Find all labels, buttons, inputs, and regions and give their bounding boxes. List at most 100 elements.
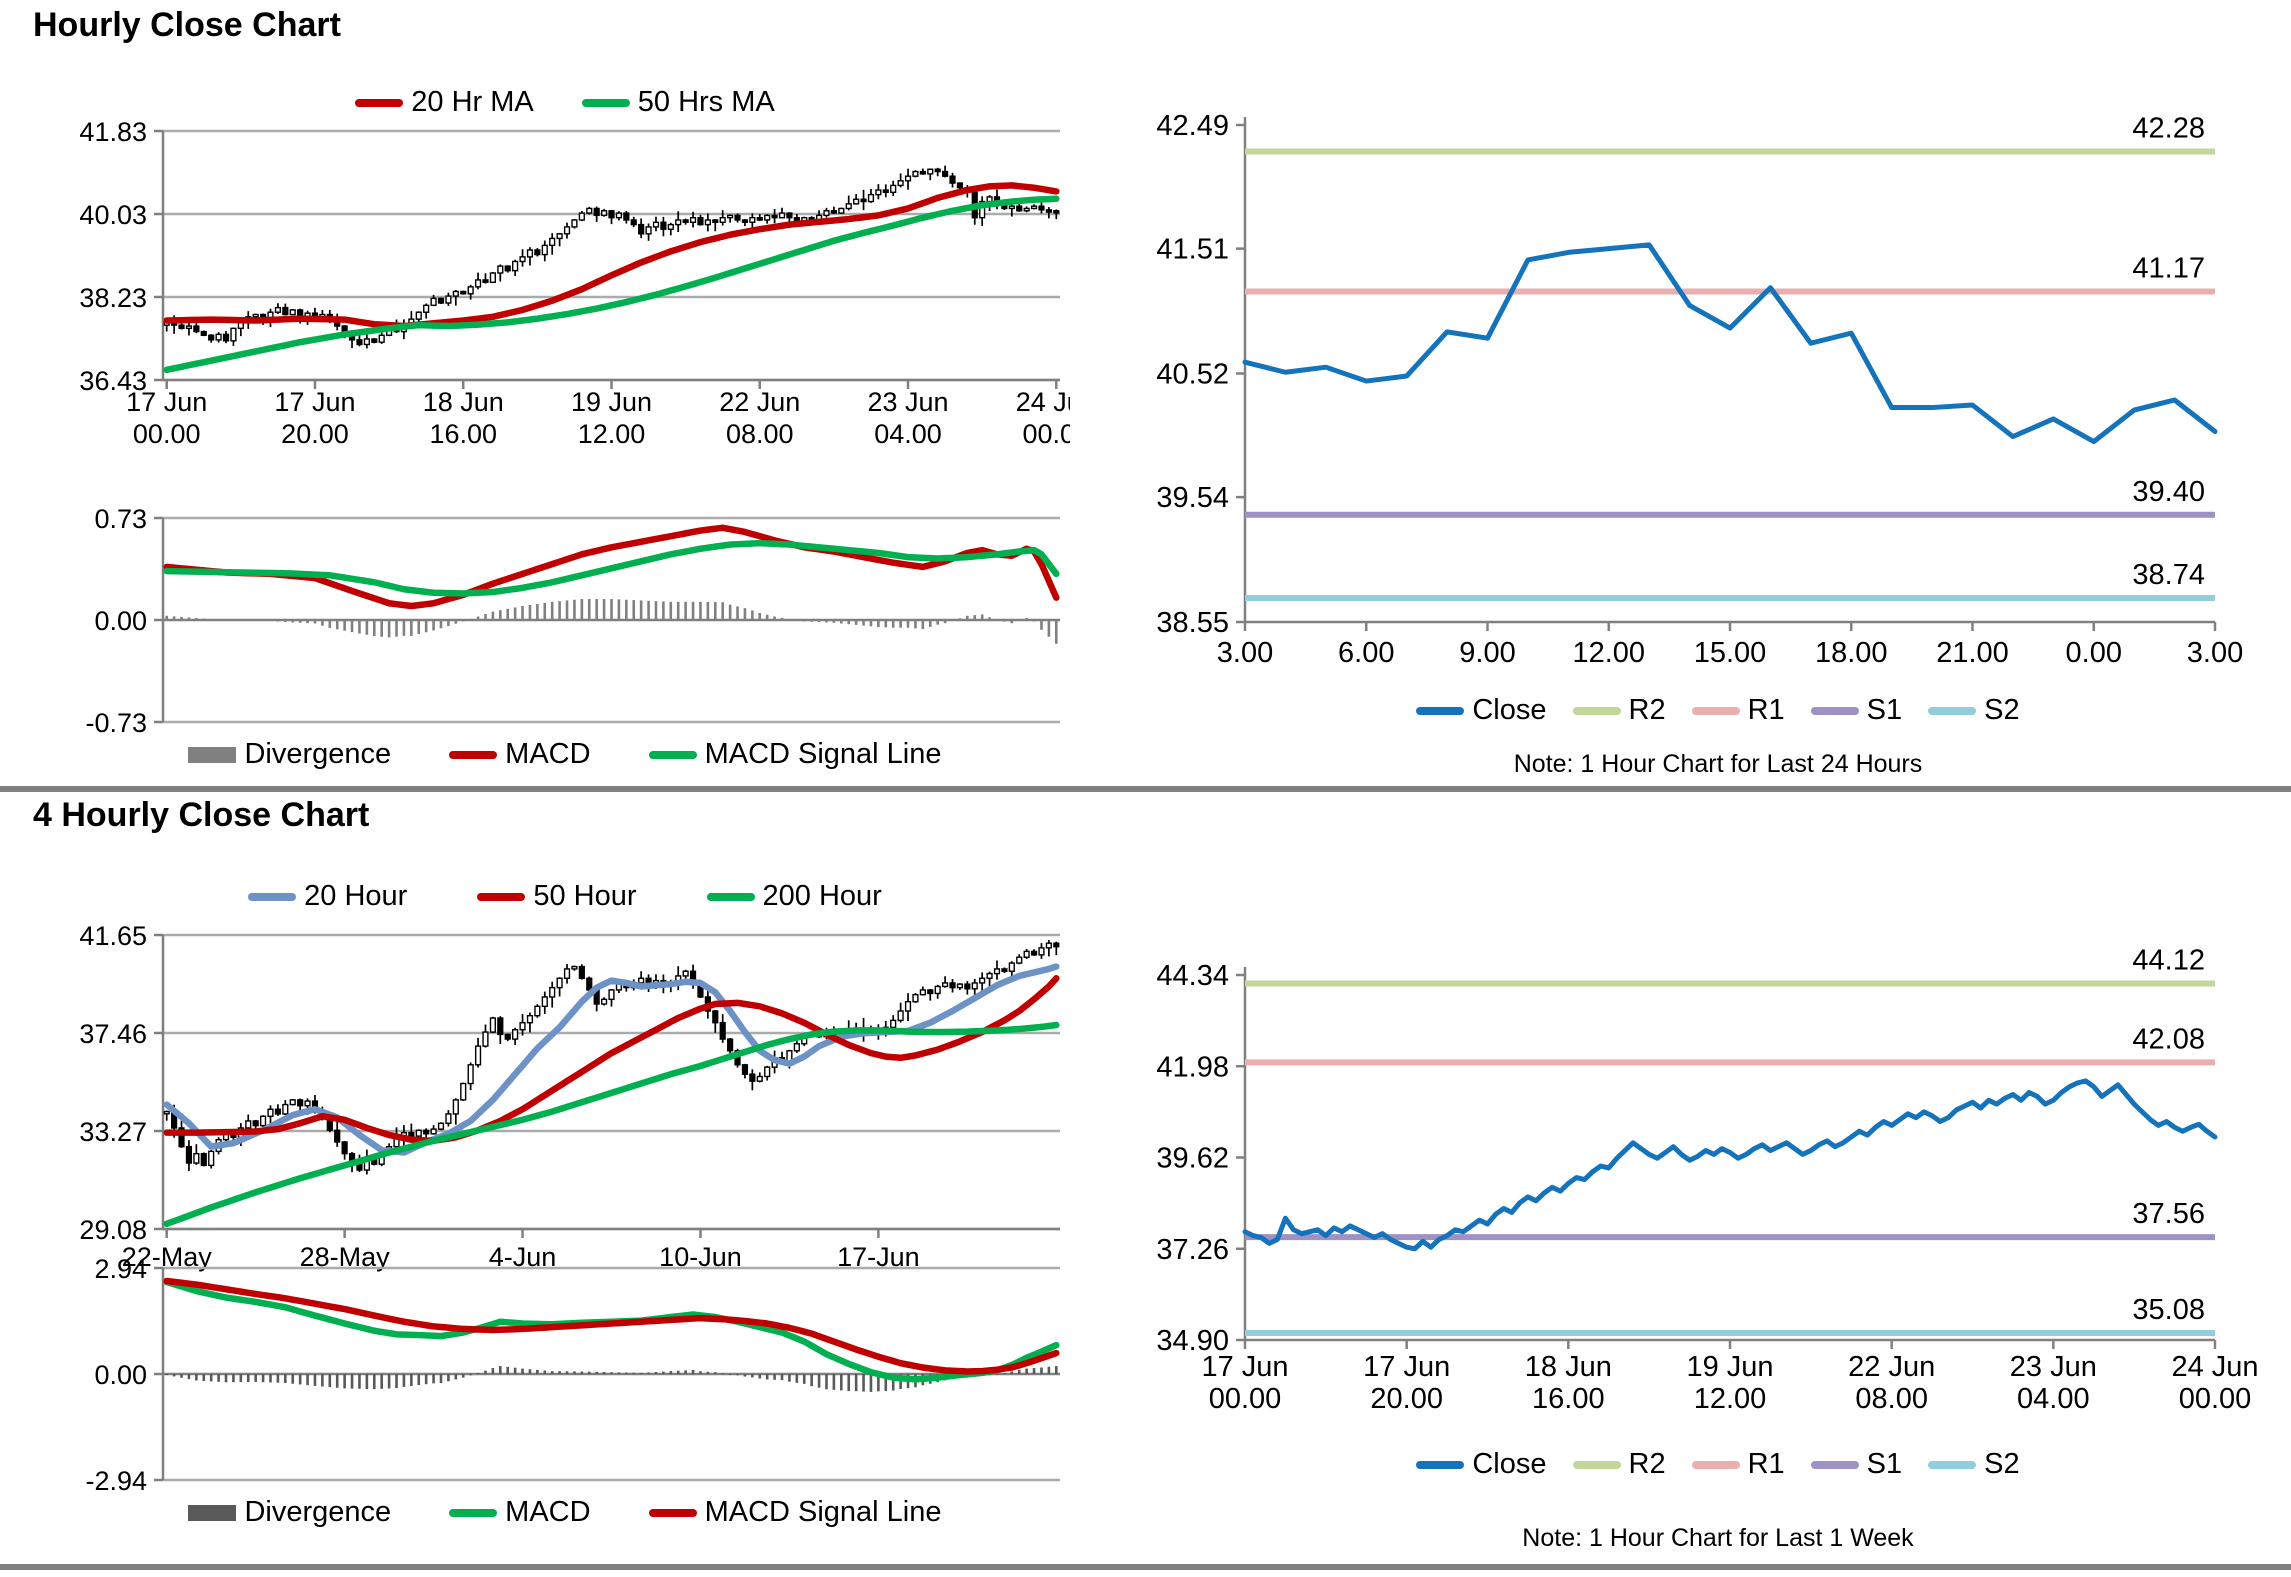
level-label-s2: 38.74 <box>2132 559 2205 591</box>
r2-line-swatch <box>1572 1460 1621 1469</box>
y-axis-label: 29.08 <box>79 1215 147 1245</box>
level-label-s1: 39.40 <box>2132 476 2205 508</box>
r1-line-swatch <box>1691 1460 1740 1469</box>
legend-item-close: Close <box>1416 1448 1547 1481</box>
legend-item-20hr-ma: 20 Hr MA <box>355 86 534 119</box>
y-axis-label: 41.65 <box>79 921 147 951</box>
macd-line-swatch <box>449 750 498 759</box>
level-label-s2: 35.08 <box>2132 1294 2205 1326</box>
y-axis-label: 40.52 <box>1156 359 1229 391</box>
x-axis-label: 21.00 <box>1936 637 2009 669</box>
x-axis-label: 18 Jun <box>423 387 504 417</box>
x-axis-label: 3.00 <box>1217 637 1273 669</box>
legend-item-macd: MACD <box>449 738 591 771</box>
macd-line <box>163 539 1060 597</box>
pivot-level-lines: 42.28 41.17 39.40 38.74 <box>1245 112 2215 602</box>
x-axis-label: 17 Jun <box>1363 1351 1450 1383</box>
close-line-swatch <box>1416 1460 1465 1469</box>
legend-label: MACD <box>505 1496 591 1528</box>
legend-item-s2: S2 <box>1928 694 2020 727</box>
x-axis-label: 16.00 <box>1532 1383 1605 1415</box>
legend-item-divergence: Divergence <box>188 738 391 771</box>
legend-item-r2: R2 <box>1572 694 1666 727</box>
y-axis-label: 41.83 <box>79 118 147 147</box>
close-line <box>1242 242 2218 445</box>
x-axis-label: 23 Jun <box>867 387 948 417</box>
y-axis-label: 42.49 <box>1156 110 1229 142</box>
y-axis-label: 36.43 <box>79 366 147 396</box>
s1-line-swatch <box>1810 1460 1859 1469</box>
s1-line-swatch <box>1810 706 1859 715</box>
hourly-pivot-note: Note: 1 Hour Chart for Last 24 Hours <box>1513 750 1923 778</box>
x-axis-label: 12.00 <box>1572 637 1645 669</box>
y-axis-label: 44.34 <box>1156 960 1229 992</box>
r1-line-swatch <box>1691 706 1740 715</box>
four-hourly-macd-legend: Divergence MACD MACD Signal Line <box>60 1496 1070 1529</box>
four-hourly-candle-legend: 20 Hour 50 Hour 200 Hour <box>60 880 1070 913</box>
legend-item-divergence: Divergence <box>188 1496 391 1529</box>
x-axis-label: 15.00 <box>1694 637 1767 669</box>
legend-label: MACD Signal Line <box>704 738 942 770</box>
hourly-macd-chart: -0.73 0.00 0.73 <box>85 504 1060 738</box>
hourly-candle-legend: 20 Hr MA 50 Hrs MA <box>60 86 1070 119</box>
weekly-pivot-legend: Close R2 R1 S1 S2 <box>1145 1448 2291 1481</box>
close-line-swatch <box>1416 706 1465 715</box>
macd-line <box>163 524 1060 610</box>
legend-item-50hour: 50 Hour <box>477 880 637 913</box>
s2-line-swatch <box>1928 706 1977 715</box>
level-label-s1: 37.56 <box>2132 1198 2205 1230</box>
ma-line <box>163 975 1060 1145</box>
legend-label: MACD Signal Line <box>704 1496 942 1528</box>
legend-item-macd-signal: MACD Signal Line <box>648 1496 942 1529</box>
legend-item-50hr-ma: 50 Hrs MA <box>581 86 775 119</box>
legend-label: 20 Hr MA <box>411 86 534 118</box>
y-axis-label: 2.94 <box>94 1255 147 1284</box>
ma200h-line-swatch <box>706 892 755 901</box>
legend-label: 20 Hour <box>304 880 408 912</box>
legend-label: MACD <box>505 738 591 770</box>
x-axis-label: 19 Jun <box>571 387 652 417</box>
x-axis-label: 18.00 <box>1815 637 1888 669</box>
axes: 38.55 39.54 40.52 41.51 42.49 3.00 6.00 9.00 12.… <box>1156 110 2243 669</box>
legend-label: Divergence <box>244 1496 392 1528</box>
legend-label: S1 <box>1866 1448 1903 1480</box>
ma-line <box>163 1021 1060 1228</box>
legend-label: Divergence <box>244 738 392 770</box>
y-axis-label: 41.51 <box>1156 234 1229 266</box>
legend-item-r1: R1 <box>1691 1448 1785 1481</box>
y-axis-label: 33.27 <box>79 1117 147 1147</box>
legend-label: 50 Hrs MA <box>637 86 775 118</box>
x-axis-label: 00.00 <box>1209 1383 1282 1415</box>
legend-label: R2 <box>1628 694 1666 726</box>
legend-label: S1 <box>1866 694 1903 726</box>
ma50-line-swatch <box>581 98 630 107</box>
x-axis-label: 20.00 <box>281 419 349 449</box>
s2-line-swatch <box>1928 1460 1977 1469</box>
x-axis-label: 22 Jun <box>719 387 800 417</box>
hourly-macd-legend: Divergence MACD MACD Signal Line <box>60 738 1070 771</box>
macd-signal-line-swatch <box>648 1508 697 1517</box>
y-axis-label: 38.55 <box>1156 607 1229 639</box>
y-axis-label: 39.54 <box>1156 482 1229 514</box>
x-axis-label: 04.00 <box>874 419 942 449</box>
x-axis-label: 20.00 <box>1370 1383 1443 1415</box>
ma20-line-swatch <box>355 98 404 107</box>
x-axis-label: 00.00 <box>133 419 201 449</box>
x-axis-label: 0.00 <box>2066 637 2122 669</box>
legend-item-r2: R2 <box>1572 1448 1666 1481</box>
four-hourly-chart-title: 4 Hourly Close Chart <box>33 796 370 834</box>
level-label-r1: 42.08 <box>2132 1023 2205 1055</box>
macd-line-swatch <box>449 1508 498 1517</box>
x-axis-label: 12.00 <box>578 419 646 449</box>
y-axis-label: 0.00 <box>94 606 147 636</box>
hourly-chart-title: Hourly Close Chart <box>33 6 341 44</box>
legend-item-macd: MACD <box>449 1496 591 1529</box>
legend-label: Close <box>1472 1448 1547 1480</box>
x-axis-label: 17 Jun <box>1201 1351 1288 1383</box>
x-axis-label: 19 Jun <box>1686 1351 1773 1383</box>
legend-item-s1: S1 <box>1810 1448 1903 1481</box>
